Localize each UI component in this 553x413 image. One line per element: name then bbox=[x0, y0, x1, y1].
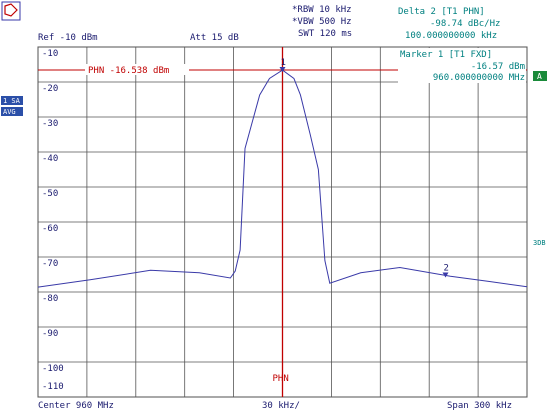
y-tick-label: -110 bbox=[42, 382, 64, 392]
phn-label: PHN -16.538 dBm bbox=[88, 66, 169, 76]
marker-box bbox=[398, 48, 526, 83]
marker bbox=[279, 66, 286, 72]
db-label: 3DB bbox=[533, 239, 546, 247]
ref: Ref -10 dBm bbox=[38, 33, 98, 43]
phn-bottom: PHN bbox=[273, 374, 289, 384]
phn-label-bg bbox=[85, 63, 189, 75]
att: Att 15 dB bbox=[190, 33, 239, 43]
div: 30 kHz/ bbox=[262, 401, 300, 411]
avg-badge bbox=[1, 107, 23, 116]
logo-frame bbox=[1, 1, 21, 21]
marker-freq: 960.000000000 MHz bbox=[433, 73, 525, 83]
marker-value: -16.57 dBm bbox=[471, 62, 525, 72]
y-tick-label: -10 bbox=[42, 49, 58, 59]
marker-label: 1 bbox=[281, 58, 286, 68]
marker-title: Marker 1 [T1 FXD] bbox=[400, 50, 492, 60]
vbw: *VBW 500 Hz bbox=[292, 17, 352, 27]
marker bbox=[442, 272, 449, 278]
logo-mark bbox=[4, 3, 18, 17]
avg-label: AVG bbox=[3, 108, 16, 116]
span: Span 300 kHz bbox=[447, 401, 512, 411]
y-tick-label: -100 bbox=[42, 364, 64, 374]
y-tick-label: -30 bbox=[42, 119, 58, 129]
a-badge bbox=[533, 71, 547, 81]
swt: SWT 120 ms bbox=[298, 29, 352, 39]
y-tick-label: -20 bbox=[42, 84, 58, 94]
y-tick-label: -40 bbox=[42, 154, 58, 164]
marker-label: 2 bbox=[444, 264, 449, 274]
center: Center 960 MHz bbox=[38, 401, 114, 411]
trace-badge bbox=[1, 96, 23, 105]
delta-title: Delta 2 [T1 PHN] bbox=[398, 7, 485, 17]
y-tick-label: -90 bbox=[42, 329, 58, 339]
a-label: A bbox=[537, 72, 542, 81]
delta-freq: 100.000000000 kHz bbox=[405, 31, 497, 41]
y-tick-label: -70 bbox=[42, 259, 58, 269]
delta-value: -98.74 dBc/Hz bbox=[430, 19, 500, 29]
rbw: *RBW 10 kHz bbox=[292, 5, 352, 15]
trace-label: 1 SA bbox=[3, 97, 21, 105]
y-tick-label: -60 bbox=[42, 224, 58, 234]
trace bbox=[37, 69, 528, 288]
logo bbox=[1, 1, 21, 21]
y-tick-label: -50 bbox=[42, 189, 58, 199]
y-tick-label: -80 bbox=[42, 294, 58, 304]
